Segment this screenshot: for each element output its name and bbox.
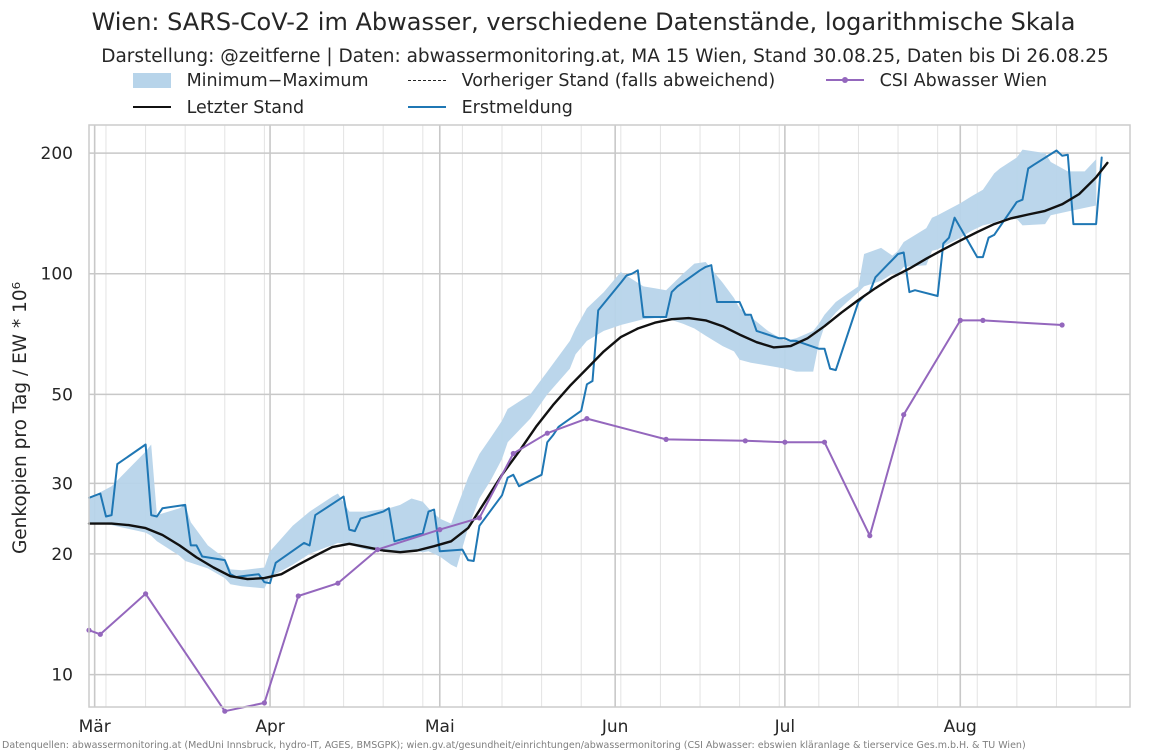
first-report-line	[88, 149, 1103, 585]
legend-entry-latest: Letzter Stand	[133, 98, 304, 118]
legend-label-previous: Vorheriger Stand (falls abweichend)	[461, 71, 776, 91]
y-tick-label: 30	[51, 474, 73, 494]
x-tick-label: Jun	[601, 717, 629, 737]
csi-point	[437, 527, 443, 533]
csi-point	[261, 700, 267, 706]
legend-entry-band: Minimum−Maximum	[133, 71, 369, 91]
csi-point	[901, 412, 907, 418]
chart-subtitle: Darstellung: @zeitferne | Daten: abwasse…	[101, 46, 1109, 67]
csi-point	[957, 317, 963, 323]
csi-point	[980, 317, 986, 323]
x-tick-label: Mär	[79, 717, 111, 737]
axis-ticks: Mär Apr Mai Jun Jul Aug 10 20 30 50 100 200	[41, 144, 977, 737]
latest-line	[87, 161, 1109, 581]
csi-point	[821, 439, 828, 445]
y-tick-label: 20	[51, 545, 73, 565]
y-tick-label: 100	[41, 265, 73, 285]
legend-entry-first: Erstmeldung	[408, 98, 573, 118]
csi-point	[1059, 322, 1065, 328]
x-tick-label: Aug	[944, 717, 977, 737]
csi-point	[544, 430, 550, 436]
x-tick-label: Mai	[425, 717, 455, 737]
grid	[89, 125, 1130, 707]
y-tick-label: 50	[51, 385, 73, 405]
legend-swatch-previous	[408, 80, 446, 81]
y-axis-label: Genkopien pro Tag / EW * 10⁶	[10, 282, 31, 554]
csi-point	[867, 533, 873, 539]
csi-point	[335, 580, 341, 586]
csi-point	[476, 515, 482, 521]
x-tick-label: Apr	[255, 717, 284, 737]
legend-swatch-first	[408, 106, 446, 108]
csi-point	[97, 631, 103, 637]
csi-point	[510, 450, 516, 457]
series-layer	[86, 149, 1109, 714]
x-tick-label: Jul	[774, 717, 796, 737]
legend-entry-previous: Vorheriger Stand (falls abweichend)	[408, 71, 775, 91]
legend-label-first: Erstmeldung	[461, 98, 573, 118]
csi-point	[374, 547, 381, 553]
y-tick-label: 10	[51, 666, 73, 686]
legend-swatch-latest	[133, 106, 171, 108]
legend-label-csi: CSI Abwasser Wien	[879, 71, 1048, 91]
legend-swatch-csi	[826, 76, 864, 83]
source-note: Datenquellen: abwassermonitoring.at (Med…	[2, 740, 1026, 751]
y-tick-label: 200	[41, 144, 73, 164]
csi-point	[584, 416, 590, 422]
chart-title: Wien: SARS-CoV-2 im Abwasser, verschiede…	[91, 8, 1076, 36]
csi-point	[295, 593, 301, 599]
legend-swatch-band	[133, 73, 171, 88]
legend-label-latest: Letzter Stand	[186, 98, 305, 118]
plot-frame	[88, 124, 1131, 708]
csi-point	[222, 708, 228, 714]
legend-label-band: Minimum−Maximum	[186, 71, 369, 91]
csi-point	[663, 436, 669, 442]
legend-entry-csi: CSI Abwasser Wien	[826, 71, 1047, 91]
csi-point	[782, 439, 788, 445]
csi-point	[742, 438, 748, 444]
csi-point	[143, 591, 149, 597]
